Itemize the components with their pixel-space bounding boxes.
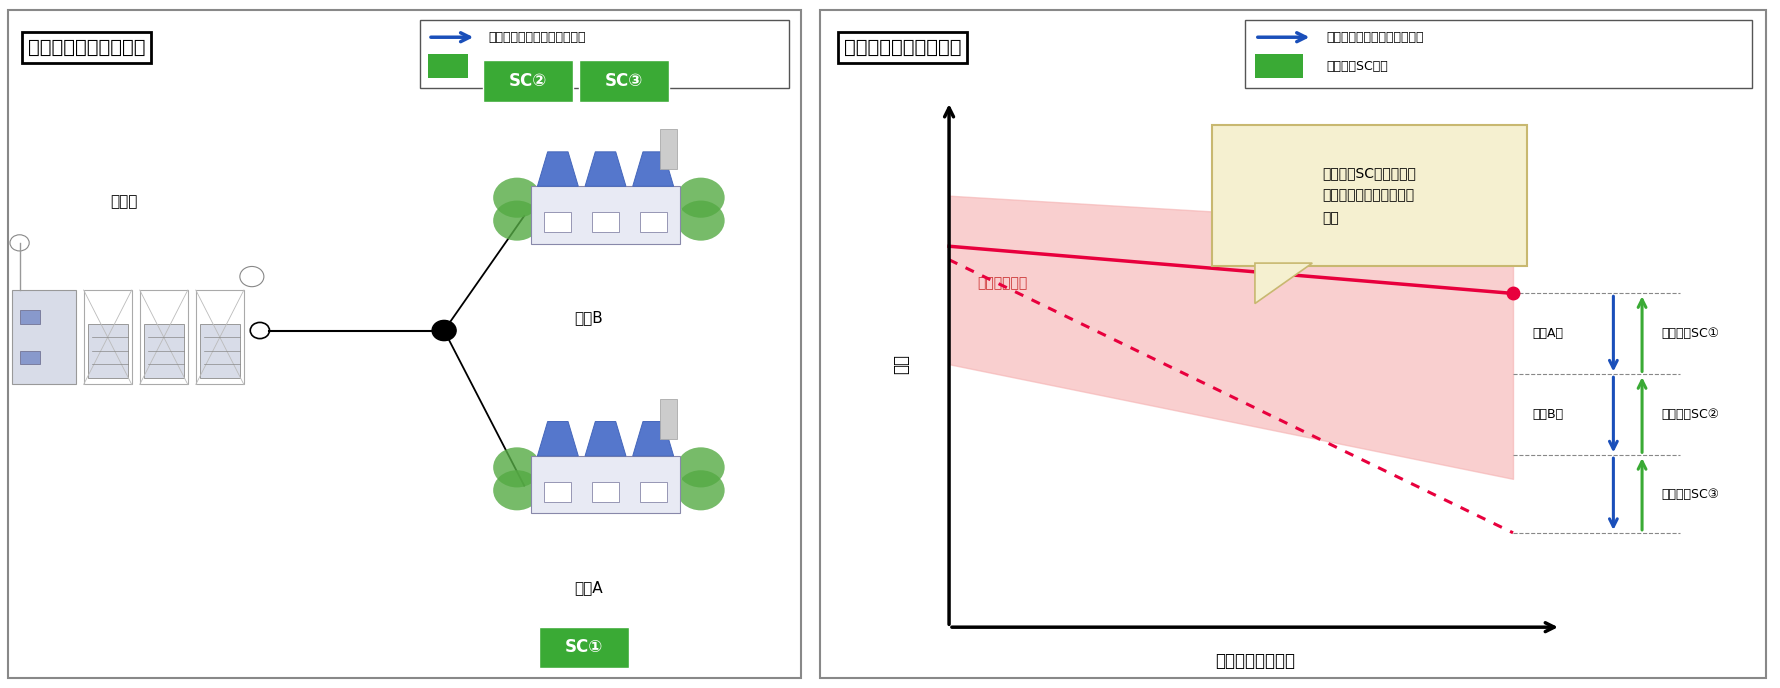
Bar <box>1255 54 1303 78</box>
Text: SC③: SC③ <box>605 72 644 90</box>
Text: 適正容量SCの電圧補償
により適正範囲の電圧を
維持: 適正容量SCの電圧補償 により適正範囲の電圧を 維持 <box>1323 166 1417 226</box>
Polygon shape <box>538 422 578 456</box>
FancyBboxPatch shape <box>580 60 669 102</box>
Text: 【系統電圧イメージ】: 【系統電圧イメージ】 <box>844 38 961 57</box>
Text: 適正容量SC②: 適正容量SC② <box>1661 408 1719 421</box>
Bar <box>593 212 619 232</box>
Bar <box>12 290 77 385</box>
Text: 工場B分: 工場B分 <box>1533 408 1563 421</box>
Bar <box>639 482 668 502</box>
Bar <box>20 310 39 324</box>
Polygon shape <box>538 152 578 186</box>
FancyBboxPatch shape <box>539 627 628 668</box>
Bar <box>20 351 39 364</box>
Circle shape <box>676 178 724 217</box>
Bar <box>84 290 132 385</box>
Polygon shape <box>586 152 627 186</box>
Circle shape <box>433 321 456 341</box>
Bar <box>530 456 680 513</box>
Text: 工場A: 工場A <box>573 580 603 595</box>
Bar <box>1246 21 1752 88</box>
Text: 工場A分: 工場A分 <box>1533 327 1563 341</box>
Circle shape <box>493 178 541 217</box>
Bar <box>545 212 571 232</box>
Circle shape <box>493 471 541 510</box>
Bar <box>420 21 789 88</box>
Text: 変電所からの距離: 変電所からの距離 <box>1216 652 1294 670</box>
Text: 適正電圧範囲: 適正電圧範囲 <box>977 277 1029 290</box>
Bar <box>545 482 571 502</box>
Bar <box>530 186 680 244</box>
Polygon shape <box>632 152 673 186</box>
Text: 【電気供給イメージ】: 【電気供給イメージ】 <box>28 38 146 57</box>
Bar <box>199 324 240 378</box>
Circle shape <box>493 447 541 487</box>
Text: 変電所: 変電所 <box>110 194 137 209</box>
Text: 適正容量SC①: 適正容量SC① <box>1661 327 1719 341</box>
Circle shape <box>676 471 724 510</box>
Polygon shape <box>586 422 627 456</box>
Bar <box>141 290 189 385</box>
Text: ：適正なSC容量: ：適正なSC容量 <box>1326 60 1388 73</box>
Bar <box>144 324 183 378</box>
Text: ：適正容量SC: ：適正容量SC <box>488 60 543 73</box>
Text: 電圧: 電圧 <box>892 354 910 374</box>
Circle shape <box>493 201 541 241</box>
Circle shape <box>676 447 724 487</box>
Text: 適正容量SC③: 適正容量SC③ <box>1661 488 1719 500</box>
Bar <box>196 290 244 385</box>
FancyBboxPatch shape <box>484 60 573 102</box>
Circle shape <box>676 201 724 241</box>
Bar <box>639 212 668 232</box>
Bar <box>660 129 676 169</box>
Text: 工場B: 工場B <box>573 310 603 325</box>
Text: ：負荷電流（遅れ無効電力）: ：負荷電流（遅れ無効電力） <box>1326 31 1424 44</box>
Text: SC②: SC② <box>509 72 548 90</box>
Text: ：負荷電流（遅れ無効電力）: ：負荷電流（遅れ無効電力） <box>488 31 586 44</box>
Bar <box>593 482 619 502</box>
Polygon shape <box>632 422 673 456</box>
Bar <box>429 54 468 78</box>
Bar <box>87 324 128 378</box>
Text: SC①: SC① <box>564 638 603 656</box>
FancyBboxPatch shape <box>1212 125 1527 266</box>
Polygon shape <box>1255 263 1312 303</box>
Bar <box>660 398 676 439</box>
